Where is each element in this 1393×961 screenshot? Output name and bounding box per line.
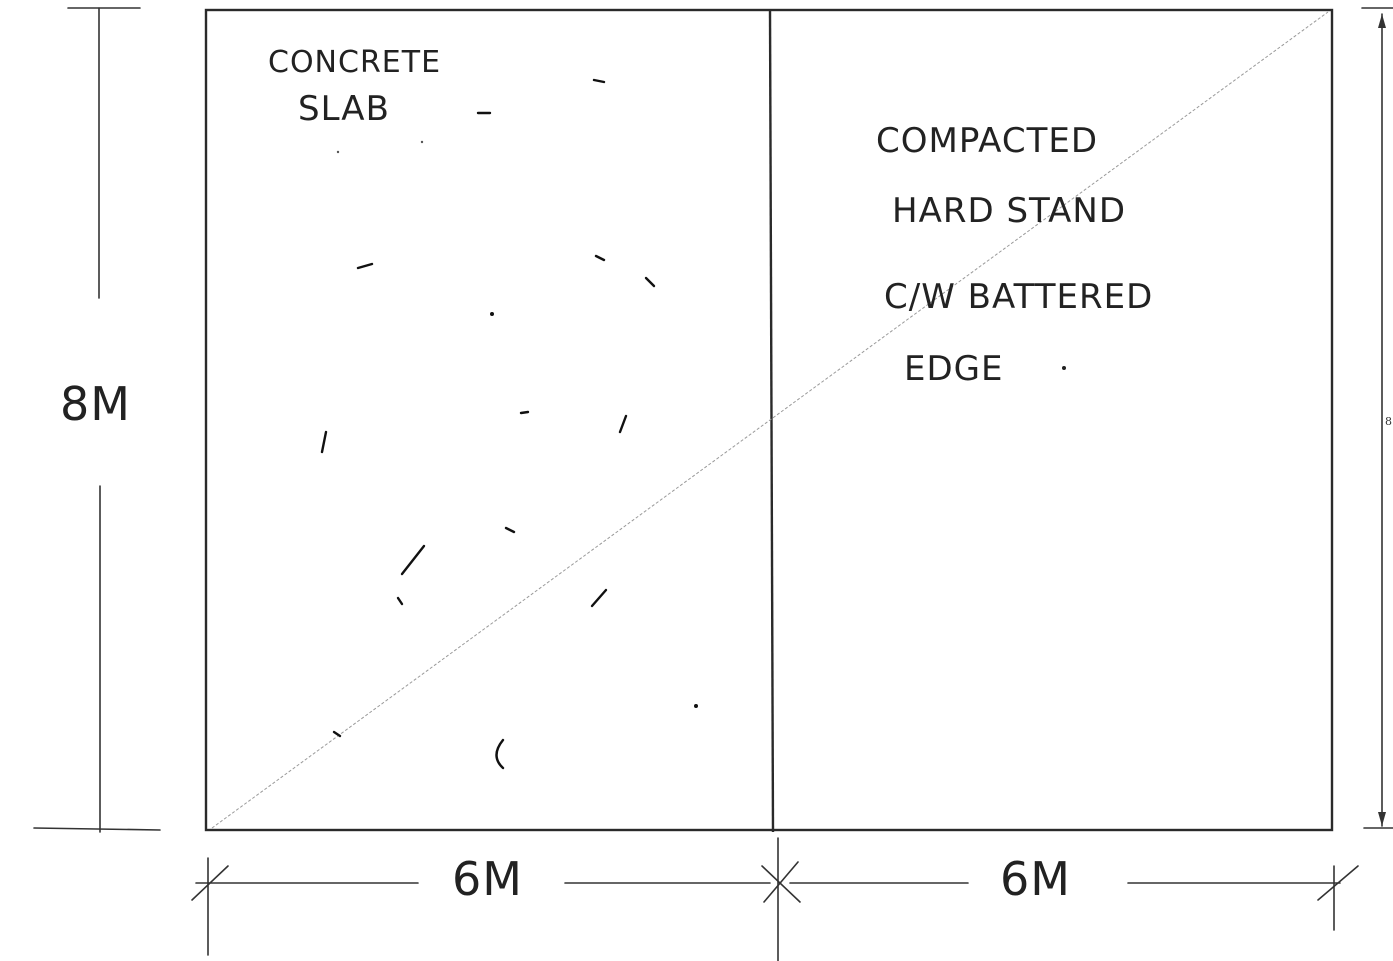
hardstand-label-line1: COMPACTED xyxy=(876,121,1098,161)
texture-mark xyxy=(519,410,530,415)
area-divider xyxy=(768,9,775,833)
left-slash-tick xyxy=(191,865,229,901)
texture-mark xyxy=(590,588,608,608)
concrete-slab-label-line2: SLAB xyxy=(298,89,390,129)
texture-mark xyxy=(644,276,656,288)
arrow-up-icon xyxy=(1378,14,1386,28)
texture-mark xyxy=(356,262,374,270)
texture-mark xyxy=(320,430,328,454)
diagonal-reference-line xyxy=(211,11,1329,829)
texture-mark xyxy=(618,414,628,434)
concrete-slab-label-line1: CONCRETE xyxy=(268,45,441,80)
texture-mark xyxy=(420,140,424,144)
hardstand-label-line3: C/W BATTERED xyxy=(884,277,1153,317)
right-slash-tick xyxy=(1317,865,1359,901)
texture-mark xyxy=(592,78,606,84)
texture-mark xyxy=(336,150,340,154)
center-cross-tick-b xyxy=(763,861,799,903)
hardstand-label-line4: EDGE xyxy=(904,349,1004,389)
texture-mark xyxy=(594,254,606,262)
texture-mark xyxy=(400,544,426,576)
height-dimension-label: 8M xyxy=(60,377,131,431)
texture-mark xyxy=(490,312,494,316)
concrete-texture-marks xyxy=(320,78,698,770)
center-cross-tick-a xyxy=(761,865,801,903)
width-right-dimension-label: 6M xyxy=(1000,852,1071,906)
site-outline xyxy=(204,8,1334,832)
texture-mark xyxy=(495,738,505,770)
texture-mark xyxy=(504,526,516,534)
texture-mark xyxy=(694,704,698,708)
hardstand-label-line2: HARD STAND xyxy=(892,191,1126,231)
width-left-dimension-label: 6M xyxy=(452,852,523,906)
label-period-mark xyxy=(1062,366,1066,370)
texture-mark xyxy=(396,596,404,606)
bottom-extension-line xyxy=(33,827,161,831)
right-height-small-label: 8 xyxy=(1385,415,1392,428)
texture-mark xyxy=(332,730,342,738)
arrow-down-icon xyxy=(1378,812,1386,826)
